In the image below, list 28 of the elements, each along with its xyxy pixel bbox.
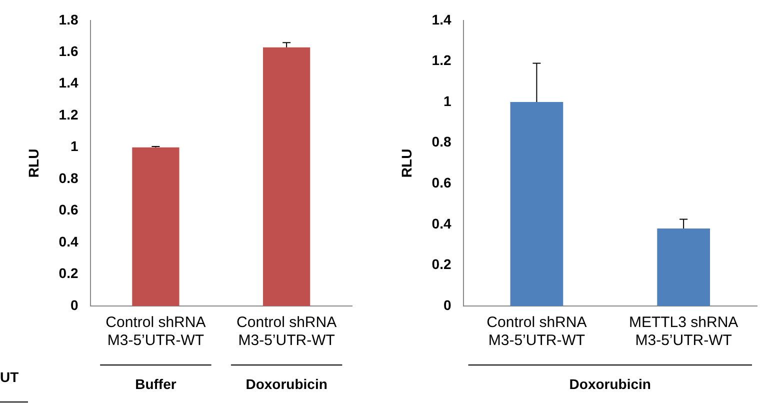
- y-tick-label: 0.6: [432, 174, 452, 190]
- y-tick-label: 0.6: [58, 202, 78, 218]
- y-tick-label: 0.8: [58, 170, 78, 186]
- y-tick-label: 0.4: [58, 233, 78, 250]
- y-tick-label: 0.2: [432, 256, 452, 272]
- y-tick-label: 1.4: [58, 74, 78, 91]
- y-tick-label: 1.2: [58, 106, 78, 122]
- y-axis-title: RLU: [398, 148, 414, 178]
- y-tick-label: 1.6: [58, 42, 78, 59]
- x-tick-label: Control shRNA M3-5’UTR-WT: [486, 314, 587, 350]
- x-tick-label: Control shRNA M3-5’UTR-WT: [106, 314, 206, 350]
- text: Doxorubicin: [246, 376, 328, 392]
- y-tick-label: 0.2: [58, 265, 78, 282]
- x-tick-label: Control shRNA M3-5’UTR-WT: [236, 314, 337, 350]
- y-tick-label: 1.2: [432, 52, 452, 68]
- y-tick-label: 0.8: [432, 134, 452, 150]
- y-tick-label: 1.8: [58, 11, 78, 28]
- y-tick-label: 1: [443, 92, 452, 109]
- y-axis-title: RLU: [25, 148, 42, 178]
- y-tick-label: 0: [70, 296, 78, 313]
- text: Buffer: [135, 376, 177, 392]
- x-tick-label: METTL3 shRNA M3-5’UTR-WT: [628, 314, 738, 350]
- text: Doxorubicin: [569, 376, 651, 392]
- y-tick-label: 0.4: [432, 215, 452, 232]
- text: UT: [0, 368, 20, 385]
- y-tick-label: 0: [443, 296, 452, 313]
- y-tick-label: 1: [70, 138, 78, 154]
- y-tick-label: 1.4: [432, 11, 452, 28]
